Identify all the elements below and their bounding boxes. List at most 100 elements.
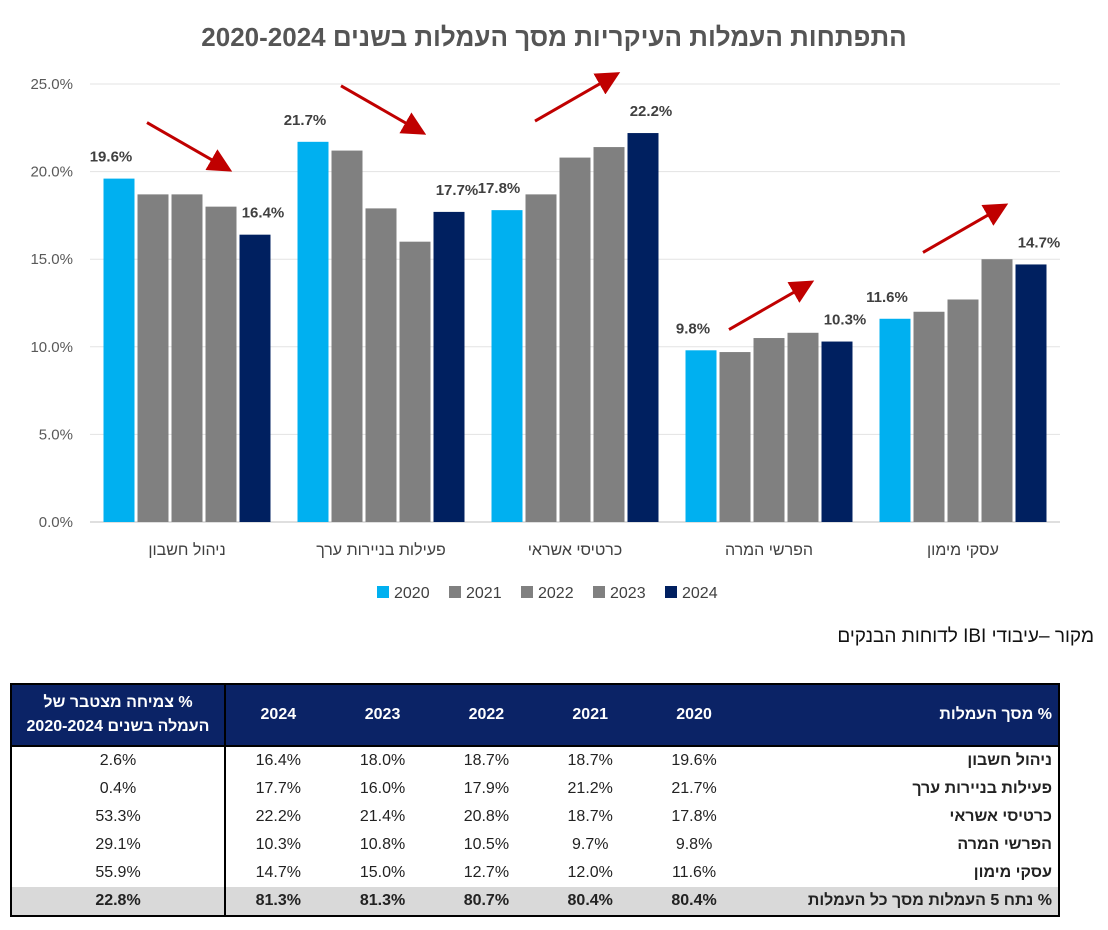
- bar-2023: [399, 241, 431, 522]
- growth-cell: 29.1%: [10, 831, 226, 859]
- bar-2023: [981, 259, 1013, 522]
- value-cell: 19.6%: [671, 752, 717, 769]
- bar-2021: [913, 311, 945, 522]
- trend-arrow: [534, 72, 621, 123]
- year-header: 2021: [538, 683, 643, 747]
- bar-2024: [821, 341, 853, 522]
- data-label: 16.4%: [242, 205, 285, 222]
- value-cell: 10.5%: [463, 836, 510, 853]
- growth-cell: 53.3%: [10, 803, 226, 831]
- bar-2023: [205, 206, 237, 522]
- trend-arrow: [340, 84, 427, 135]
- bar-2020: [103, 178, 135, 522]
- y-tick-label: 20.0%: [30, 164, 73, 181]
- row-label: % נתח 5 העמלות מסך כל העמלות: [746, 887, 1060, 917]
- data-label: 17.7%: [436, 182, 479, 199]
- legend-label: 2020: [394, 585, 430, 602]
- value-cell: 80.4%: [538, 887, 643, 917]
- source-note: מקור –עיבודי IBI לדוחות הבנקים: [837, 626, 1094, 647]
- value-cell: 9.7%: [571, 836, 609, 853]
- x-tick-label: ניהול חשבון: [148, 541, 225, 559]
- value-cell: 10.8%: [359, 836, 406, 853]
- y-tick-label: 25.0%: [30, 76, 73, 93]
- data-label: 19.6%: [90, 149, 133, 166]
- value-cell: 11.6%: [671, 864, 717, 881]
- data-label: 11.6%: [866, 289, 908, 306]
- data-label: 17.8%: [478, 180, 521, 197]
- value-cell: 21.4%: [359, 808, 406, 825]
- value-cell: 14.7%: [255, 864, 301, 881]
- year-header: 2020: [642, 683, 746, 747]
- row-label: כרטיסי אשראי: [746, 803, 1060, 831]
- bar-2023: [787, 332, 819, 522]
- data-label: 9.8%: [676, 320, 710, 337]
- legend: 2020 2021 2022 2023 2024: [377, 585, 718, 602]
- value-cell: 81.3%: [330, 887, 435, 917]
- value-cell: 15.0%: [359, 864, 406, 881]
- value-cell: 18.7%: [567, 752, 613, 769]
- bar-2022: [753, 338, 785, 522]
- data-label: 10.3%: [824, 312, 867, 329]
- bar-2021: [331, 150, 363, 523]
- value-cell: 12.7%: [463, 864, 510, 881]
- bar-2020: [491, 210, 523, 523]
- value-cell: 12.0%: [567, 864, 613, 881]
- value-cell: 22.2%: [255, 808, 301, 825]
- value-cell: 18.7%: [567, 808, 613, 825]
- legend-swatch: [665, 586, 677, 598]
- trend-arrow: [146, 121, 233, 172]
- value-cell: 20.8%: [463, 808, 510, 825]
- value-cell: 18.7%: [463, 752, 510, 769]
- growth-cell: 0.4%: [10, 775, 226, 803]
- legend-label: 2021: [466, 585, 502, 602]
- row-label: הפרשי המרה: [746, 831, 1060, 859]
- growth-cell: 55.9%: [10, 859, 226, 887]
- chart-title: התפתחות העמלות העיקריות מסך העמלות בשנים…: [201, 22, 907, 52]
- value-cell: 21.2%: [567, 780, 613, 797]
- trend-arrow: [922, 203, 1009, 254]
- bar-2024: [627, 133, 659, 522]
- row-label: עסקי מימון: [746, 859, 1060, 887]
- value-cell: 17.7%: [255, 780, 301, 797]
- trend-arrows: [146, 72, 1009, 331]
- legend-label: 2022: [538, 585, 574, 602]
- x-tick-label: כרטיסי אשראי: [528, 542, 622, 559]
- row-label: פעילות בניירות ערך: [746, 775, 1060, 803]
- year-header: 2023: [330, 683, 435, 747]
- legend-swatch: [593, 586, 605, 598]
- bar-2024: [1015, 264, 1047, 522]
- y-axis: 0.0% 5.0% 10.0% 15.0% 20.0% 25.0%: [30, 76, 73, 531]
- bars: [103, 133, 1047, 523]
- data-label: 21.7%: [284, 112, 327, 129]
- bar-2021: [525, 194, 557, 522]
- bar-2024: [433, 211, 465, 522]
- bar-2021: [719, 352, 751, 522]
- bar-2022: [171, 194, 203, 522]
- data-label: 22.2%: [630, 103, 673, 120]
- commission-table: % צמיחה מצטבר של העמלה בשנים 2020-2024 2…: [10, 683, 1060, 917]
- table-header-row: % צמיחה מצטבר של העמלה בשנים 2020-2024 2…: [10, 683, 1060, 747]
- row-label: ניהול חשבון: [746, 746, 1060, 775]
- data-labels: 19.6% 16.4% 21.7% 17.7% 17.8% 22.2% 9.8% 10.3% 1…: [90, 103, 1061, 337]
- value-cell: 80.7%: [434, 887, 539, 917]
- growth-header: % צמיחה מצטבר של העמלה בשנים 2020-2024: [10, 683, 226, 747]
- y-tick-label: 15.0%: [30, 251, 73, 268]
- y-tick-label: 0.0%: [39, 514, 73, 531]
- legend-swatch: [449, 586, 461, 598]
- x-axis: ניהול חשבון פעילות בניירות ערך כרטיסי אשרא…: [148, 541, 999, 559]
- value-cell: 9.8%: [675, 836, 713, 853]
- legend-label: 2023: [610, 585, 646, 602]
- x-tick-label: הפרשי המרה: [725, 542, 813, 559]
- table-row: 2.6% 16.4% 18.0% 18.7% 18.7% 19.6% ניהול…: [10, 746, 1060, 775]
- table-total-row: 22.8% 81.3% 81.3% 80.7% 80.4% 80.4% % נת…: [10, 887, 1060, 917]
- value-cell: 21.7%: [671, 780, 717, 797]
- growth-cell: 22.8%: [10, 887, 226, 917]
- year-header: 2024: [225, 683, 331, 747]
- bar-2020: [685, 350, 717, 522]
- value-cell: 17.8%: [671, 808, 717, 825]
- bar-2024: [239, 234, 271, 522]
- bar-2022: [365, 208, 397, 522]
- bar-2020: [297, 141, 329, 523]
- bar-2022: [559, 157, 591, 523]
- value-cell: 80.4%: [642, 887, 746, 917]
